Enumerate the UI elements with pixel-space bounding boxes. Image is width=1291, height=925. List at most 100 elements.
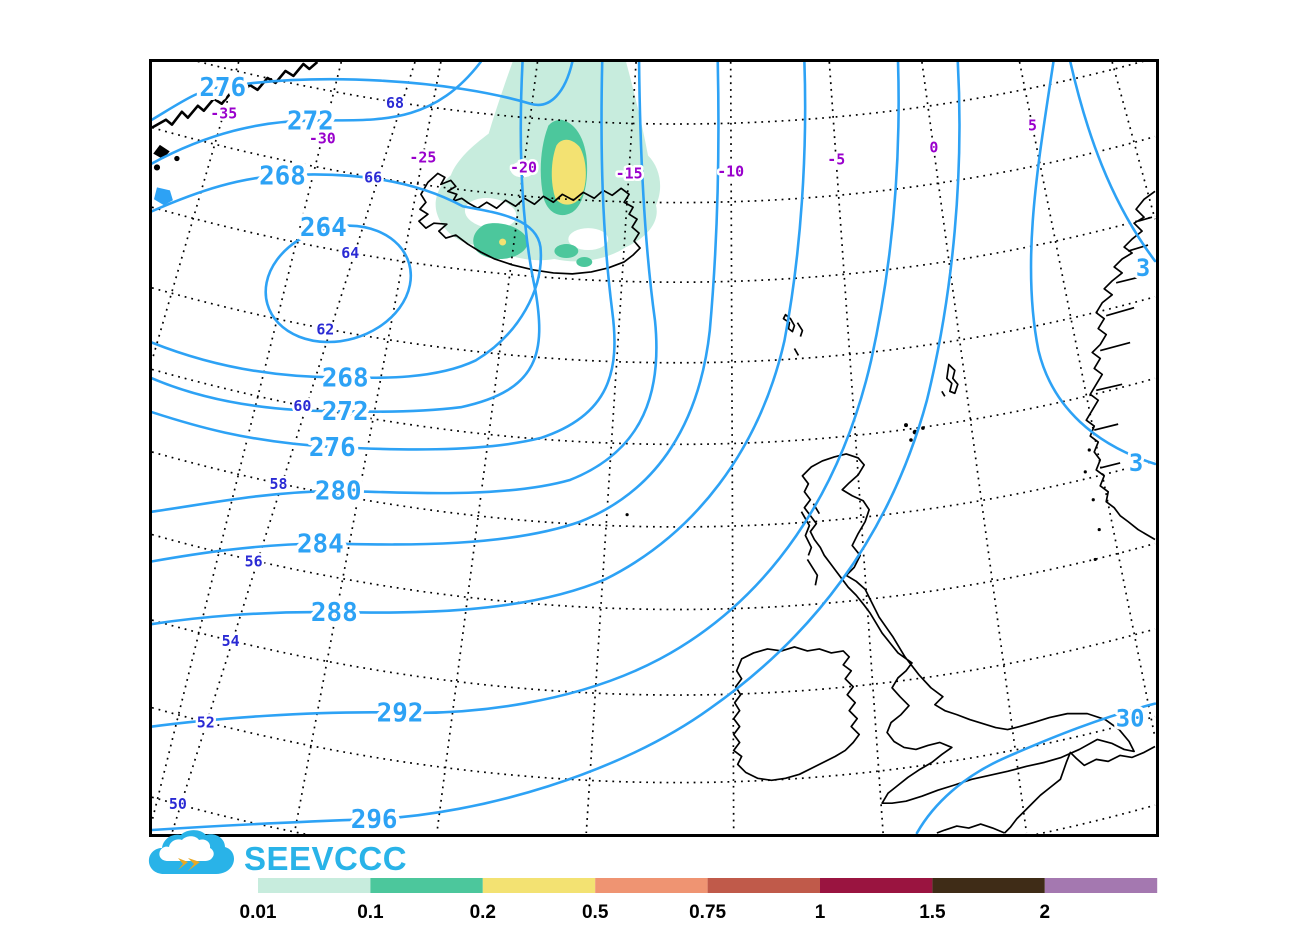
longitude-label: -20 (510, 158, 537, 176)
latitude-label: 68 (386, 94, 404, 112)
norway-coast (1085, 190, 1156, 541)
great-britain-coast (801, 453, 1135, 805)
seevccc-logo: SEEVCCC (148, 830, 408, 882)
parallel-54n (152, 619, 1156, 696)
edge-islet (153, 187, 173, 206)
colorbar-svg: 0.01 0.1 0.2 0.5 0.75 1 1.5 2 (240, 878, 1158, 923)
contour-276-wrap (152, 62, 616, 451)
edge-contour-label: 3 (1136, 254, 1150, 282)
latitude-label: 54 (222, 632, 240, 650)
contour-296 (152, 62, 961, 832)
colorbar-segment (820, 878, 933, 893)
colorbar-tick: 0.5 (582, 902, 609, 923)
contour-right-lower (915, 702, 1156, 834)
colorbar-tick: 1.5 (919, 902, 946, 923)
longitude-label: 5 (1028, 117, 1037, 135)
colorbar-tick: 0.75 (689, 902, 726, 923)
longitude-label: -30 (309, 130, 336, 148)
contour-label: 272 (287, 107, 334, 137)
dust-colorbar: 0.01 0.1 0.2 0.5 0.75 1 1.5 2 (218, 874, 1218, 924)
colorbar-tick: 0.2 (470, 902, 496, 923)
latitude-label: 62 (316, 321, 334, 339)
latitude-labels: 68 66 64 62 60 58 56 54 52 50 (166, 91, 406, 815)
small-island-dot (625, 513, 629, 517)
faroe-islands (782, 313, 804, 356)
contour-label: 268 (259, 161, 306, 191)
latitude-label: 66 (364, 168, 382, 186)
contour-288 (152, 62, 807, 626)
norway-islets (1083, 448, 1101, 562)
dust-area-high-dot (499, 238, 507, 246)
parallel-50n (152, 796, 1156, 834)
contour-label: 288 (311, 598, 358, 628)
colorbar-tick: 0.1 (357, 902, 384, 923)
contour-272-west (152, 62, 482, 165)
contour-label: 276 (199, 73, 246, 103)
colorbar-segments (258, 878, 1158, 893)
ireland-coast (732, 646, 861, 782)
latitude-label: 50 (169, 795, 187, 813)
contour-292 (152, 62, 900, 728)
contour-284 (152, 62, 720, 563)
longitude-labels: -35 -30 -25 -20 -15 -10 -5 0 5 (208, 102, 1040, 185)
contour-268 (152, 173, 543, 380)
longitude-label: -10 (717, 162, 744, 180)
meridian-0 (921, 62, 1028, 834)
greenland-islet (153, 164, 161, 171)
contour-272-wrap (152, 62, 541, 413)
map-frame: 276 272 268 264 268 272 276 280 284 288 … (149, 59, 1159, 837)
contour-right-mid (1029, 62, 1156, 466)
latitude-label: 64 (341, 244, 359, 262)
colorbar-segment (482, 878, 596, 893)
contour-label: 284 (297, 529, 344, 559)
meridian-15w (585, 62, 637, 834)
greenland-coast (152, 62, 319, 129)
colorbar-segment (707, 878, 820, 893)
longitude-label: -5 (827, 150, 845, 168)
contour-label: 268 (322, 363, 369, 393)
contour-280 (152, 62, 658, 513)
parallel-58n (152, 451, 1156, 528)
dust-area-high (551, 139, 586, 205)
geopotential-contours (152, 62, 1156, 834)
dust-gap (568, 228, 609, 251)
latitude-label: 60 (293, 397, 311, 415)
contour-label: 276 (309, 433, 356, 463)
greenland-islet (174, 155, 180, 162)
colorbar-segment (370, 878, 483, 893)
logo-text: SEEVCCC (244, 840, 407, 877)
contour-264 (264, 224, 413, 344)
colorbar-segment (932, 878, 1045, 893)
colorbar-ticks: 0.01 0.1 0.2 0.5 0.75 1 1.5 2 (240, 902, 1051, 923)
longitude-label: -25 (409, 148, 436, 166)
colorbar-segment (258, 878, 371, 893)
contour-right-upper (1069, 62, 1156, 263)
contour-label: 272 (322, 397, 369, 427)
cloud-icon (148, 830, 235, 874)
meridian-5w (828, 62, 884, 834)
dust-area-mid-small (554, 244, 579, 258)
map-svg: 276 272 268 264 268 272 276 280 284 288 … (152, 62, 1156, 834)
logo-arrow-icon (178, 858, 200, 871)
iceland-coast (418, 172, 641, 275)
norway-fjords (1094, 216, 1153, 469)
contour-labels: 276 272 268 264 268 272 276 280 284 288 … (195, 69, 427, 834)
colorbar-segment (1044, 878, 1158, 893)
contour-276-west (152, 62, 574, 121)
colorbar-tick: 1 (815, 902, 826, 923)
meridian-10e (1111, 62, 1156, 220)
latitude-label: 52 (197, 714, 215, 732)
contour-label: 280 (315, 477, 362, 507)
meridian-20w (436, 62, 539, 834)
longitude-label: -35 (210, 105, 237, 123)
contour-label: 292 (377, 699, 424, 729)
longitude-label: -15 (616, 164, 643, 182)
france-coast (936, 745, 1156, 834)
seevccc-logo-svg: SEEVCCC (148, 830, 407, 877)
colorbar-segment (595, 878, 708, 893)
latitude-label: 58 (270, 475, 288, 493)
shetland-islands (941, 363, 959, 397)
contour-label: 264 (300, 213, 347, 243)
latitude-label: 56 (245, 552, 263, 570)
colorbar-tick: 0.01 (240, 902, 277, 923)
